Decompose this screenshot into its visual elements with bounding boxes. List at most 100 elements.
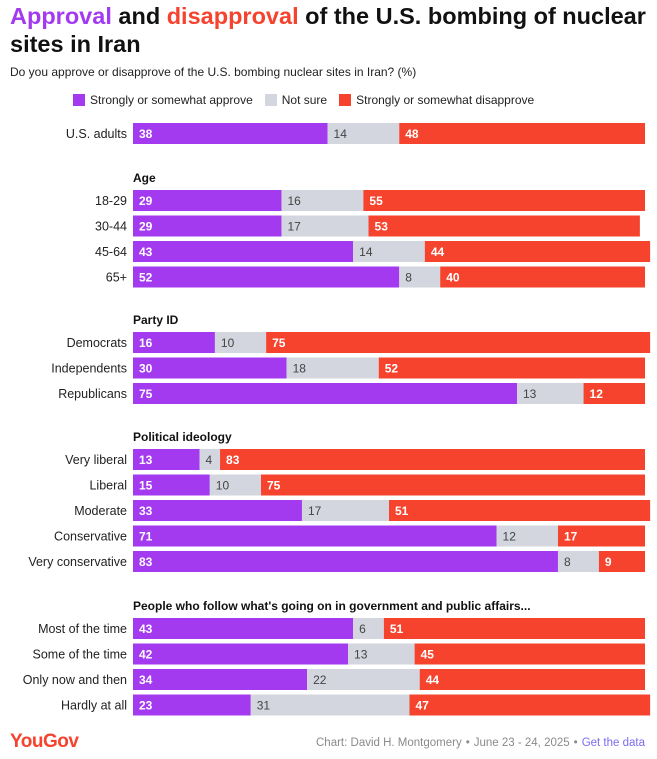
title-and-word: and [111,3,167,29]
bar-segment-approve [133,618,354,639]
data-label-disapprove: 51 [395,504,409,518]
data-label-not-sure: 10 [216,479,230,493]
data-label-approve: 71 [139,530,153,544]
legend-label-disapprove: Strongly or somewhat disapprove [356,93,535,107]
data-label-not-sure: 31 [257,699,271,713]
yougov-logo: YouGov [10,731,79,752]
bar-segment-approve [133,357,287,379]
data-label-not-sure: 14 [359,245,373,259]
bar-segment-not-sure [281,215,369,237]
legend-item-approve: Strongly or somewhat approve [73,93,253,107]
bar-segment-approve [133,551,558,572]
bar-segment-not-sure [250,694,410,716]
bar-segment-not-sure [353,618,384,639]
data-label-approve: 29 [139,220,153,234]
row-label: Conservative [54,530,127,544]
row-label: Very liberal [65,453,127,467]
row-label: Liberal [89,479,127,493]
bar-segment-not-sure [301,500,389,521]
bar-segment-disapprove [389,500,651,521]
legend-swatch-approve [73,94,85,106]
data-label-disapprove: 9 [605,555,612,569]
row-label: Very conservative [28,555,127,569]
bar-segment-disapprove [440,266,645,288]
data-label-not-sure: 18 [293,362,307,376]
bar-segment-disapprove [220,449,646,470]
data-label-approve: 52 [139,271,153,285]
bar-segment-approve [133,643,349,665]
row-label: 30-44 [95,220,127,234]
bar-segment-disapprove [409,694,651,716]
row-label: Some of the time [33,648,128,662]
row-label: Only now and then [23,673,127,687]
data-label-disapprove: 83 [226,453,240,467]
get-the-data-link[interactable]: Get the data [581,737,645,749]
legend-swatch-disapprove [339,94,352,106]
bar-segment-approve [133,241,354,262]
bar-segment-not-sure [286,357,379,379]
data-label-not-sure: 14 [334,127,348,141]
data-label-not-sure: 10 [221,336,235,350]
row-label: Hardly at all [61,699,127,713]
data-label-disapprove: 44 [426,673,440,687]
bar-segment-disapprove [266,332,651,353]
bar-segment-disapprove [424,241,651,262]
bar-segment-approve [133,266,400,288]
bar-segment-not-sure [353,241,425,262]
bar-segment-not-sure [209,474,261,496]
data-label-not-sure: 12 [503,530,517,544]
bar-segment-not-sure [214,332,267,353]
row-label: 45-64 [95,245,127,259]
data-label-not-sure: 17 [308,504,322,518]
legend-swatch-not-sure [264,94,277,106]
bar-segment-disapprove [414,643,645,665]
data-label-approve: 16 [139,336,153,350]
title-approval-word: Approval [10,3,112,29]
data-label-disapprove: 75 [272,336,286,350]
bar-segment-approve [133,449,200,470]
bar-segment-approve [133,525,497,547]
legend-item-not-sure: Not sure [264,93,328,107]
bar-segment-approve [133,215,282,237]
bar-segment-approve [133,123,328,144]
credit-dates: June 23 - 24, 2025 [473,737,570,749]
data-label-approve: 29 [139,194,153,208]
data-label-disapprove: 12 [590,387,604,401]
row-label: Moderate [74,504,127,518]
data-label-approve: 83 [139,555,153,569]
data-label-not-sure: 16 [287,194,301,208]
data-label-disapprove: 40 [446,271,460,285]
bar-segment-disapprove [557,525,645,547]
data-label-approve: 43 [139,245,153,259]
bar-segment-not-sure [281,190,364,211]
data-label-not-sure: 8 [405,271,412,285]
data-label-not-sure: 4 [206,453,213,467]
legend-item-disapprove: Strongly or somewhat disapprove [339,93,534,107]
data-label-approve: 13 [139,453,153,467]
bar-segment-approve [133,500,302,521]
data-label-disapprove: 53 [375,220,389,234]
row-label: Most of the time [38,622,127,636]
bar-segment-approve [133,669,308,690]
legend-label-not-sure: Not sure [281,93,328,107]
bar-segment-disapprove [378,357,645,379]
bar-segment-disapprove [383,618,645,639]
data-label-not-sure: 17 [287,220,301,234]
bar-segment-approve [133,190,282,211]
row-label: Independents [51,362,127,376]
data-label-approve: 42 [139,648,153,662]
bar-segment-not-sure [307,669,420,690]
bar-segment-disapprove [583,383,645,404]
bar-segment-not-sure [327,123,400,144]
data-label-approve: 33 [139,504,153,518]
data-label-disapprove: 47 [415,699,429,713]
bar-segment-disapprove [419,669,645,690]
bar-segment-approve [133,694,251,716]
group-heading: People who follow what's going on in gov… [133,599,531,613]
bar-segment-not-sure [348,643,415,665]
bar-segment-not-sure [496,525,558,547]
data-label-disapprove: 17 [564,530,578,544]
data-label-not-sure: 13 [354,648,368,662]
data-label-not-sure: 22 [313,673,327,687]
